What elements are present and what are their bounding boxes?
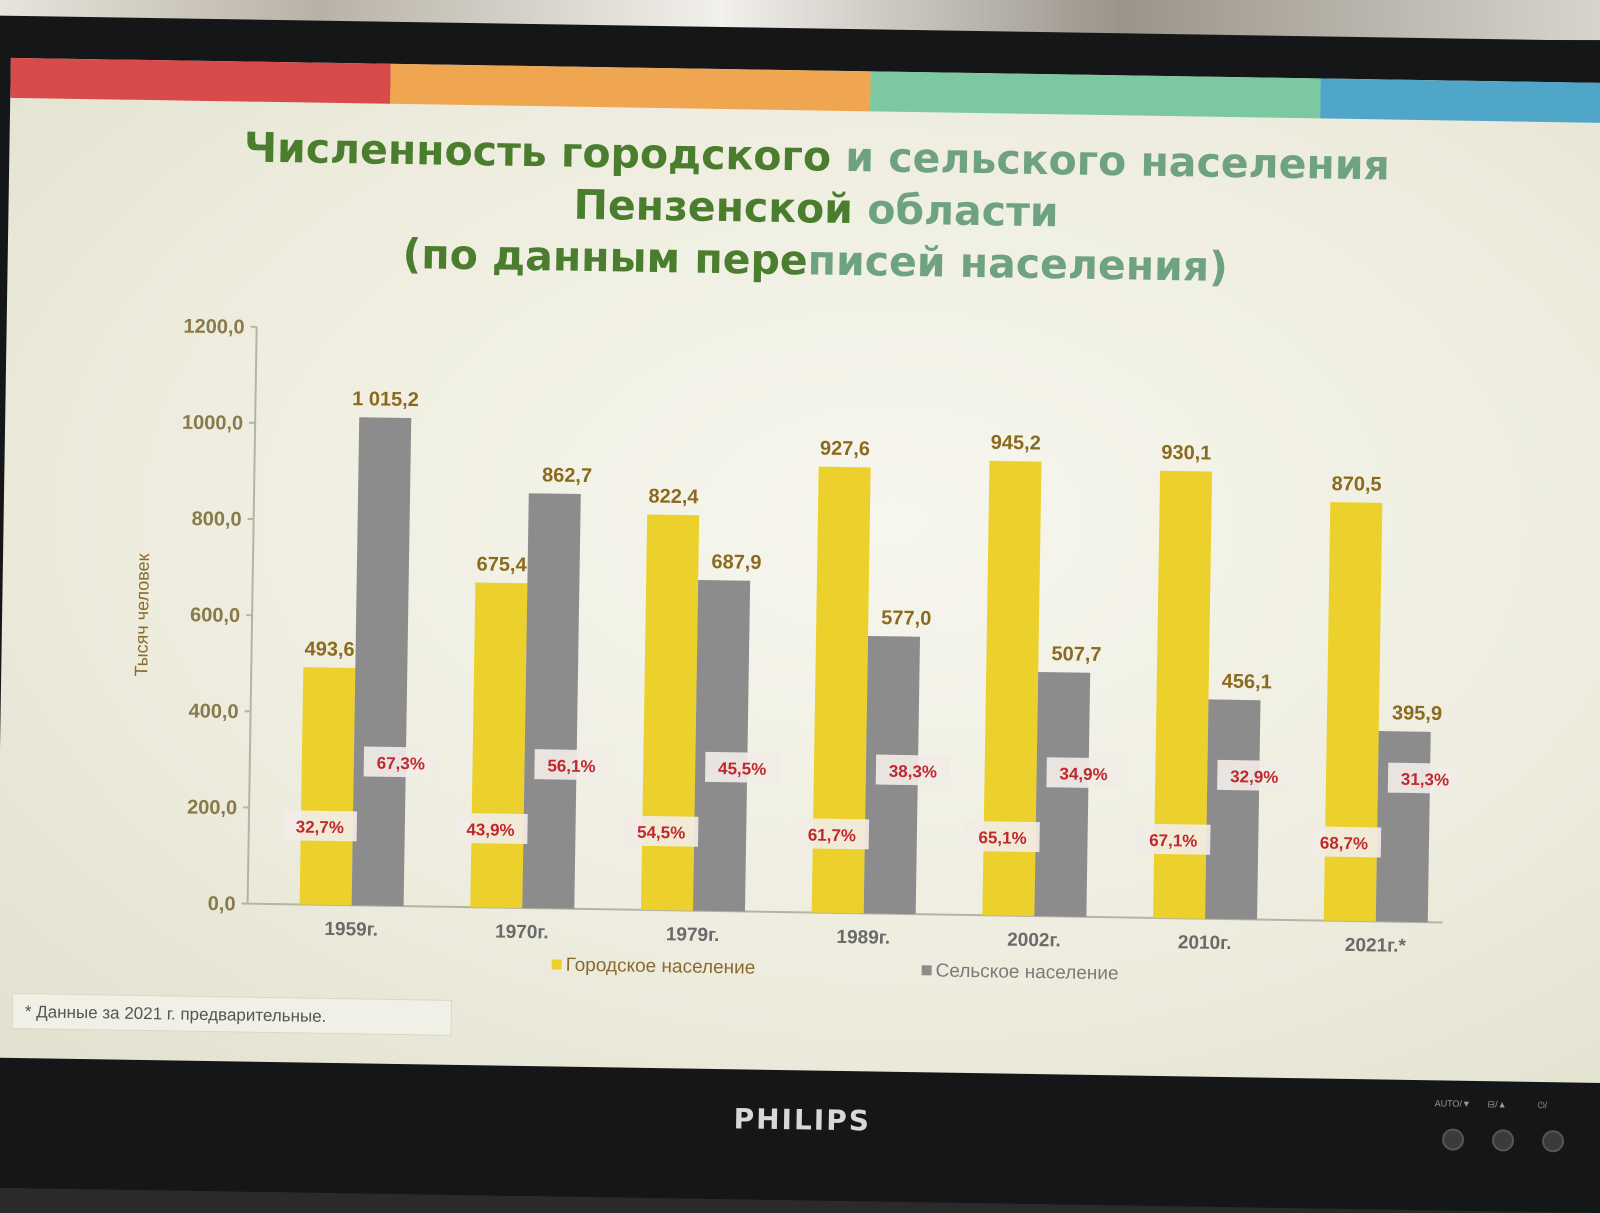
- y-axis-label: Тысяч человек: [131, 553, 153, 676]
- monitor-menu-button[interactable]: [1492, 1129, 1514, 1151]
- bar-urban: [300, 667, 356, 905]
- x-tick-label: 2021г.*: [1345, 935, 1407, 957]
- legend-swatch-urban: [552, 959, 562, 969]
- value-label-urban: 822,4: [648, 485, 699, 508]
- share-label-rural: 32,9%: [1230, 767, 1278, 787]
- share-label-urban: 54,5%: [637, 823, 685, 843]
- bar-rural: [522, 493, 581, 909]
- y-tick-label: 600,0: [190, 604, 240, 627]
- share-label-urban: 68,7%: [1320, 834, 1368, 854]
- value-label-rural: 862,7: [542, 464, 592, 487]
- value-label-urban: 675,4: [476, 553, 527, 576]
- share-label-rural: 34,9%: [1059, 764, 1107, 784]
- value-label-rural: 456,1: [1222, 671, 1272, 694]
- control-label-auto: AUTO/▼: [1435, 1098, 1471, 1109]
- y-tick-label: 1000,0: [182, 412, 244, 435]
- x-tick-label: 2010г.: [1178, 932, 1232, 954]
- value-label-rural: 1 015,2: [352, 388, 419, 411]
- legend-label-rural: Сельское население: [935, 960, 1118, 984]
- legend-swatch-rural: [922, 965, 932, 975]
- y-tick-label: 0,0: [208, 893, 236, 915]
- monitor: Численность городского и сельского насел…: [0, 16, 1600, 1213]
- share-label-rural: 56,1%: [547, 756, 595, 776]
- bar-rural: [693, 580, 750, 912]
- value-label-rural: 507,7: [1051, 643, 1101, 666]
- share-label-urban: 67,1%: [1149, 831, 1197, 851]
- bar-rural: [1034, 672, 1090, 917]
- value-label-urban: 930,1: [1161, 442, 1211, 465]
- bar-urban: [1324, 502, 1383, 921]
- control-label-power: ⏻/: [1538, 1100, 1548, 1111]
- value-label-rural: 395,9: [1392, 702, 1442, 725]
- y-tick-label: 800,0: [191, 508, 241, 531]
- footnote: * Данные за 2021 г. предварительные.: [12, 993, 453, 1036]
- value-label-urban: 493,6: [304, 638, 354, 661]
- bar-urban: [641, 514, 699, 910]
- x-tick-label: 1979г.: [666, 924, 720, 946]
- legend-label-urban: Городское население: [566, 955, 756, 979]
- control-label-menu: ⊟/▲: [1488, 1099, 1507, 1110]
- population-bar-chart: 0,0 200,0 400,0 600,0 800,0 1000,0 1200,0 Тысяч…: [0, 58, 1600, 1083]
- share-label-urban: 65,1%: [978, 828, 1026, 848]
- value-label-rural: 577,0: [881, 607, 931, 630]
- value-label-rural: 687,9: [711, 551, 761, 574]
- y-tick-label: 200,0: [187, 797, 237, 820]
- x-tick-label: 1959г.: [324, 919, 378, 941]
- value-label-urban: 927,6: [820, 438, 870, 461]
- share-label-rural: 31,3%: [1401, 770, 1449, 790]
- bar-rural: [352, 417, 412, 906]
- bar-urban: [470, 582, 527, 908]
- share-label-rural: 67,3%: [377, 754, 425, 774]
- y-tick-label: 1200,0: [183, 316, 245, 339]
- bar-rural: [1205, 699, 1260, 919]
- value-label-urban: 870,5: [1331, 473, 1381, 496]
- x-tick-label: 1989г.: [836, 927, 890, 949]
- share-label-rural: 38,3%: [889, 762, 937, 782]
- monitor-auto-button[interactable]: [1442, 1128, 1464, 1150]
- x-tick-label: 1970г.: [495, 922, 549, 944]
- x-tick-label: 2002г.: [1007, 930, 1061, 952]
- share-label-urban: 32,7%: [296, 817, 344, 837]
- bar-rural: [1376, 731, 1431, 922]
- monitor-brand-logo: PHILIPS: [0, 1090, 1600, 1149]
- share-label-rural: 45,5%: [718, 759, 766, 779]
- share-label-urban: 61,7%: [808, 825, 856, 845]
- monitor-power-button[interactable]: [1542, 1130, 1564, 1152]
- share-label-urban: 43,9%: [466, 820, 514, 840]
- value-label-urban: 945,2: [991, 432, 1041, 455]
- slide-screen: Численность городского и сельского насел…: [0, 58, 1600, 1083]
- y-tick-label: 400,0: [188, 700, 238, 723]
